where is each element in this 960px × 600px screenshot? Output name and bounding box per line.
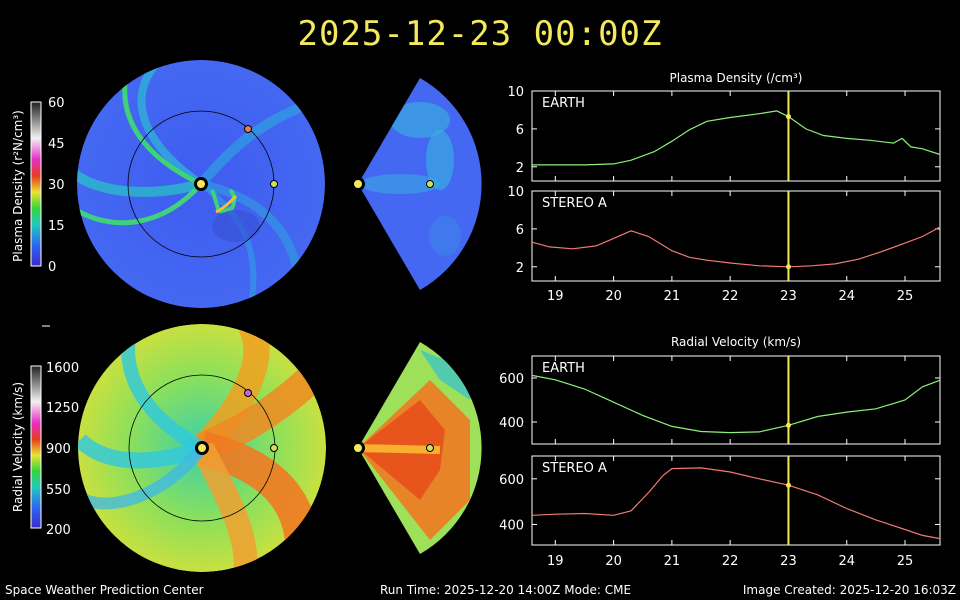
- density-tick-60: 60: [48, 96, 65, 111]
- series-line-0-1: [531, 226, 941, 268]
- x-tick-label-0-1: 20: [605, 289, 622, 304]
- velocity-tick-550: 550: [46, 483, 71, 498]
- x-tick-label-1-2: 21: [664, 554, 681, 569]
- velocity-ecliptic-view: [78, 324, 326, 572]
- velocity-tick-200: 200: [46, 523, 71, 538]
- panel-label-1-1: STEREO A: [542, 461, 607, 476]
- footer-source: Space Weather Prediction Center: [5, 583, 204, 597]
- panel-label-0-0: EARTH: [542, 96, 585, 111]
- earth-marker-meridional-velocity: [426, 444, 434, 452]
- earth-marker-meridional: [426, 180, 434, 188]
- panel-frame-1-1: [531, 455, 941, 546]
- y-tick-label-0-1-2: 2: [516, 261, 524, 276]
- density-tick-0: 0: [48, 260, 56, 275]
- current-time-point-1-0: [785, 422, 791, 428]
- current-time-point-1-1: [785, 482, 791, 488]
- footer-run-time: Run Time: 2025-12-20 14:00Z Mode: CME: [380, 583, 632, 597]
- velocity-tick-1250: 1250: [46, 401, 79, 416]
- time-series-charts: Plasma Density (/cm³) 10 6 2 EARTH 10 6 2 STEREO…: [499, 71, 941, 569]
- current-time-point-0-1: [785, 264, 791, 270]
- velocity-colorbar-label: Radial Velocity (km/s): [11, 382, 25, 512]
- x-tick-label-1-3: 22: [722, 554, 739, 569]
- density-ecliptic-view: [77, 60, 325, 308]
- x-tick-label-0-0: 19: [547, 289, 564, 304]
- stereo-a-marker: [244, 125, 252, 133]
- x-tick-label-1-6: 25: [897, 554, 914, 569]
- current-time-point-0-0: [785, 114, 791, 120]
- density-colorbar: 60 45 30 15 0 Plasma Density (r²N/cm³): [11, 96, 65, 275]
- x-tick-label-1-4: 23: [780, 554, 797, 569]
- velocity-colorbar-gradient: [30, 365, 42, 529]
- panel-label-1-0: EARTH: [542, 361, 585, 376]
- x-tick-label-0-3: 22: [722, 289, 739, 304]
- density-colorbar-label: Plasma Density (r²N/cm³): [11, 110, 25, 262]
- earth-marker: [270, 180, 278, 188]
- stereo-a-marker-velocity: [244, 389, 252, 397]
- timestamp-title: 2025-12-23 00:00Z: [297, 14, 663, 54]
- y-tick-label-1-1-1: 400: [499, 518, 524, 533]
- density-meridional-view: [351, 78, 482, 290]
- density-tick-15: 15: [48, 219, 65, 234]
- x-tick-label-0-5: 24: [838, 289, 855, 304]
- x-tick-label-1-1: 20: [605, 554, 622, 569]
- earth-marker-velocity: [270, 444, 278, 452]
- y-tick-label-0-0-2: 2: [516, 161, 524, 176]
- sun-marker: [194, 177, 208, 191]
- series-line-1-1: [531, 467, 941, 540]
- density-tick-45: 45: [48, 137, 65, 152]
- y-tick-label-1-0-1: 400: [499, 416, 524, 431]
- velocity-colorbar: 1600 1250 900 550 200 Radial Velocity (k…: [11, 361, 79, 538]
- x-tick-label-1-5: 24: [838, 554, 855, 569]
- velocity-tick-1600: 1600: [46, 361, 79, 376]
- density-tick-30: 30: [48, 178, 65, 193]
- chart-title-1: Radial Velocity (km/s): [671, 335, 801, 349]
- x-tick-label-0-4: 23: [780, 289, 797, 304]
- panel-frame-0-1: [531, 190, 941, 282]
- velocity-meridional-view: [351, 342, 482, 554]
- sun-marker-velocity: [195, 441, 209, 455]
- panel-label-0-1: STEREO A: [542, 196, 607, 211]
- series-line-1-0: [531, 374, 941, 434]
- footer-image-created: Image Created: 2025-12-20 16:03Z: [742, 583, 956, 597]
- y-tick-label-0-0-1: 6: [516, 123, 524, 138]
- series-line-0-0: [532, 110, 941, 166]
- velocity-tick-900: 900: [46, 442, 71, 457]
- x-tick-label-1-0: 19: [547, 554, 564, 569]
- x-tick-label-0-6: 25: [897, 289, 914, 304]
- panel-frame-1-0: [531, 355, 941, 445]
- panel-frame-0-0: [531, 90, 941, 182]
- y-tick-label-0-0-0: 10: [507, 85, 524, 100]
- y-tick-label-1-1-0: 600: [499, 473, 524, 488]
- density-colorbar-gradient: [30, 101, 42, 267]
- y-tick-label-0-1-0: 10: [507, 185, 524, 200]
- y-tick-label-0-1-1: 6: [516, 223, 524, 238]
- sun-marker-meridional: [351, 177, 365, 191]
- x-tick-label-0-2: 21: [664, 289, 681, 304]
- y-tick-label-1-0-0: 600: [499, 372, 524, 387]
- sun-marker-meridional-velocity: [351, 441, 365, 455]
- chart-title-0: Plasma Density (/cm³): [670, 71, 803, 85]
